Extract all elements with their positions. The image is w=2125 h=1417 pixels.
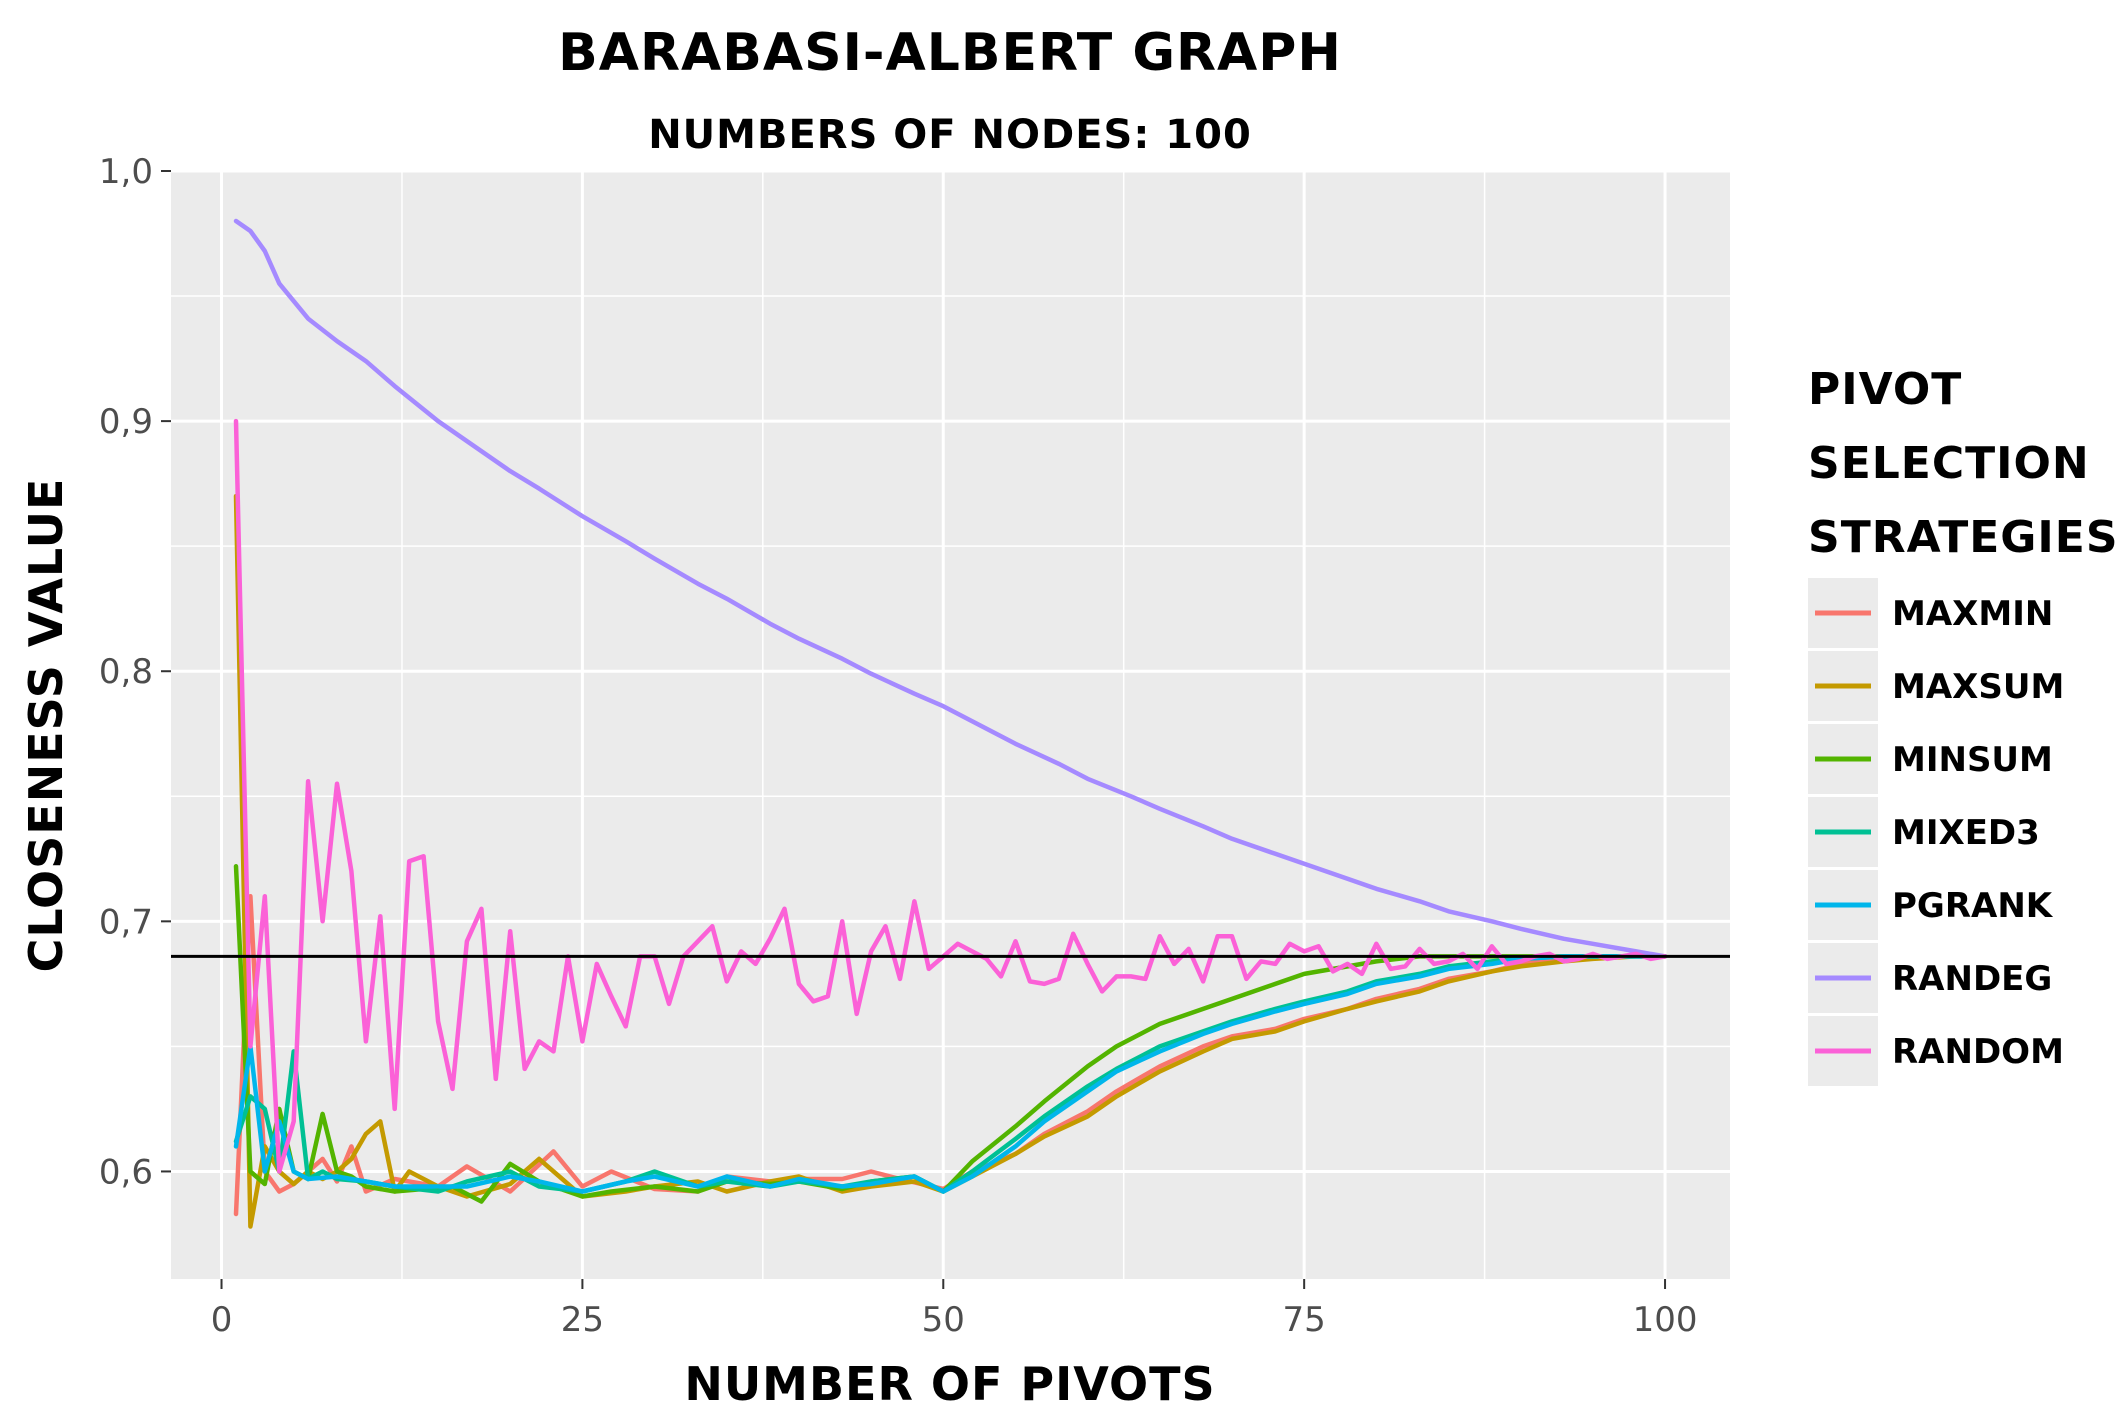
chart-title: BARABASI-ALBERT GRAPH <box>558 23 1342 83</box>
series-line-pgrank <box>233 954 1668 1194</box>
x-tick-label: 25 <box>561 1300 604 1340</box>
series-line-minsum <box>233 864 1668 1204</box>
x-tick-label: 75 <box>1283 1300 1326 1340</box>
legend-label-mixed3: MIXED3 <box>1892 813 2040 853</box>
y-tick-label: 0,9 <box>99 402 153 442</box>
legend-title-line-2: SELECTION <box>1808 438 2090 489</box>
legend: PIVOT SELECTION STRATEGIES MAXMINMAXSUMM… <box>1808 364 2119 1086</box>
x-tick-label: 100 <box>1633 1300 1698 1340</box>
y-axis-title: CLOSENESS VALUE <box>19 478 73 973</box>
legend-items: MAXMIN MAXSUM MINSUM MIXED3 PGRANK RANDEG RAND… <box>1808 578 2064 1086</box>
plot-panel <box>171 171 1730 1279</box>
y-tick-label: 0,6 <box>99 1152 153 1192</box>
x-axis-title: NUMBER OF PIVOTS <box>684 1357 1215 1411</box>
x-tick-label: 0 <box>211 1300 233 1340</box>
legend-label-pgrank: PGRANK <box>1892 886 2054 926</box>
legend-label-random: RANDOM <box>1892 1032 2064 1072</box>
legend-label-minsum: MINSUM <box>1892 740 2053 780</box>
series-line-randeg <box>233 218 1668 959</box>
y-tick-label: 0,8 <box>99 652 153 692</box>
y-tick-label: 0,7 <box>99 902 153 942</box>
y-tick-label: 1,0 <box>99 152 153 192</box>
legend-title-line-3: STRATEGIES <box>1808 512 2119 563</box>
legend-label-randeg: RANDEG <box>1892 959 2052 999</box>
grid-layer <box>171 169 1730 1279</box>
series-layer <box>233 218 1668 1229</box>
legend-label-maxsum: MAXSUM <box>1892 667 2064 707</box>
x-tick-label: 50 <box>922 1300 965 1340</box>
legend-title-line-1: PIVOT <box>1808 364 1962 415</box>
chart-subtitle: NUMBERS OF NODES: 100 <box>648 112 1252 158</box>
tick-layer: 0 25 50 75 100 0,6 0,7 0,8 0,9 1,0 <box>99 152 1698 1340</box>
legend-label-maxmin: MAXMIN <box>1892 594 2053 634</box>
